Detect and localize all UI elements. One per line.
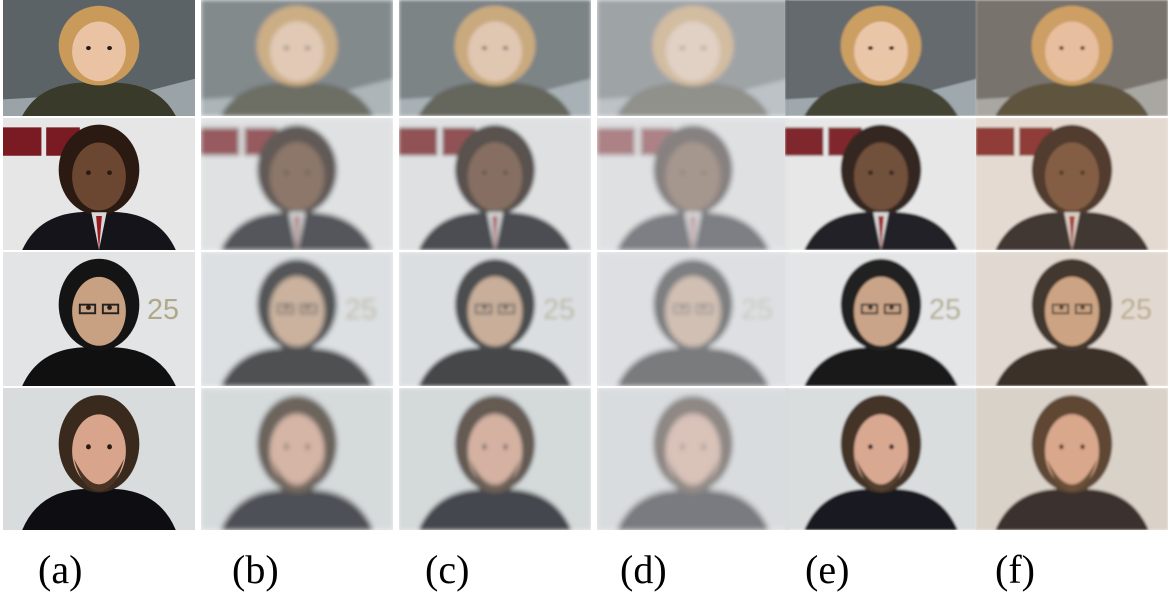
label-e: (e) <box>805 547 850 592</box>
column-labels: (a) (b) (c) (d) (e) (f) <box>0 540 1171 604</box>
portrait-man-suit-col-5 <box>785 118 977 250</box>
label-b: (b) <box>232 547 279 592</box>
portrait-man-suit-col-1 <box>3 118 195 250</box>
image-grid: 25 25 25 25 25 25 <box>3 0 1168 536</box>
portrait-woman-blonde-col-5 <box>785 0 977 116</box>
portrait-man-glasses-col-4: 25 <box>597 252 789 386</box>
portrait-woman-blonde-col-3 <box>399 0 591 116</box>
portrait-man-suit-col-6 <box>976 118 1168 250</box>
svg-text:25: 25 <box>929 294 961 326</box>
svg-text:25: 25 <box>741 294 773 326</box>
portrait-woman-blonde-col-4 <box>597 0 789 116</box>
portrait-man-glasses-col-2: 25 <box>201 252 393 386</box>
portrait-man-suit-col-4 <box>597 118 789 250</box>
portrait-man-beard-col-1 <box>3 388 195 530</box>
portrait-man-glasses-col-1: 25 <box>3 252 195 386</box>
label-f: (f) <box>995 547 1035 592</box>
portrait-man-suit-col-3 <box>399 118 591 250</box>
svg-text:25: 25 <box>147 294 179 326</box>
portrait-woman-blonde-col-1 <box>3 0 195 116</box>
label-c: (c) <box>425 547 470 592</box>
svg-text:25: 25 <box>543 294 575 326</box>
label-d: (d) <box>620 547 667 592</box>
portrait-man-beard-col-2 <box>201 388 393 530</box>
portrait-man-beard-col-3 <box>399 388 591 530</box>
svg-text:25: 25 <box>1120 294 1152 326</box>
portrait-woman-blonde-col-2 <box>201 0 393 116</box>
portrait-man-beard-col-6 <box>976 388 1168 530</box>
svg-text:25: 25 <box>345 294 377 326</box>
portrait-man-beard-col-5 <box>785 388 977 530</box>
portrait-woman-blonde-col-6 <box>976 0 1168 116</box>
portrait-man-suit-col-2 <box>201 118 393 250</box>
portrait-man-glasses-col-5: 25 <box>785 252 977 386</box>
label-a: (a) <box>38 547 83 592</box>
portrait-man-glasses-col-6: 25 <box>976 252 1168 386</box>
portrait-man-beard-col-4 <box>597 388 789 530</box>
portrait-man-glasses-col-3: 25 <box>399 252 591 386</box>
